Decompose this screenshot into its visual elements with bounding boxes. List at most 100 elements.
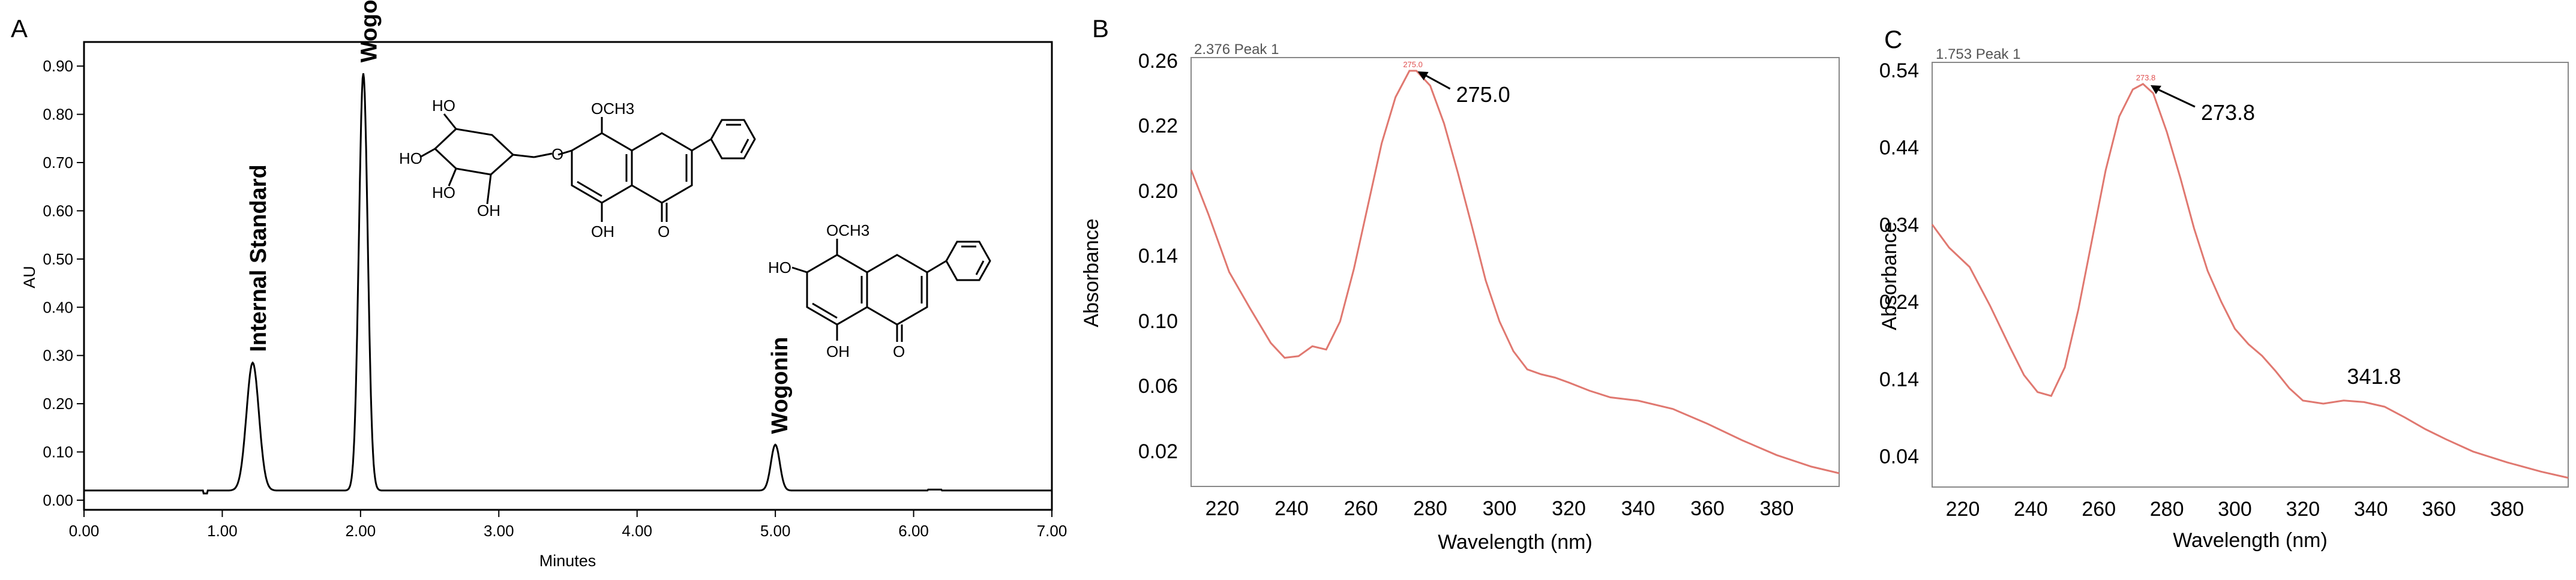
a-y-tick-label: 0.90 xyxy=(43,57,73,75)
panel-a-x-axis: 0.00 1.00 2.00 3.00 4.00 5.00 6.00 7.00 xyxy=(69,510,1067,540)
a-x-tick-label: 0.00 xyxy=(69,522,100,540)
a-y-tick-label: 0.00 xyxy=(43,491,73,509)
a-x-tick-label: 6.00 xyxy=(898,522,929,540)
b-x-tick-label: 320 xyxy=(1552,497,1586,520)
c-x-tick-label: 300 xyxy=(2218,498,2252,521)
b-x-tick-label: 340 xyxy=(1621,497,1656,520)
wogonin-structure xyxy=(791,239,991,342)
a-x-tick-label: 4.00 xyxy=(622,522,652,540)
c-x-tick-label: 260 xyxy=(2082,498,2116,521)
panel-b-x-label: Wavelength (nm) xyxy=(1438,531,1593,554)
panel-a-letter: A xyxy=(11,14,28,43)
panel-a-y-axis: 0.00 0.10 0.20 0.30 0.40 0.50 0.60 0.70 0.80 0.90 xyxy=(43,57,84,509)
panel-c-y-label: Absorbance xyxy=(1878,221,1901,330)
a-y-tick-label: 0.30 xyxy=(43,347,73,365)
b-y-tick-label: 0.14 xyxy=(1138,245,1178,268)
a-x-tick-label: 7.00 xyxy=(1037,522,1067,540)
panel-c-plot-frame xyxy=(1932,62,2569,488)
b-x-tick-label: 380 xyxy=(1760,497,1794,520)
peak-label-wogonin: Wogonin xyxy=(767,337,793,434)
panel-b: B 2.376 Peak 1 0.020.060.100.140.200.220… xyxy=(1080,14,1840,554)
b-x-tick-label: 220 xyxy=(1205,497,1240,520)
c-y-tick-label: 0.04 xyxy=(1879,446,1919,468)
a-y-tick-label: 0.10 xyxy=(43,443,73,461)
spectrum-b-peak-tag: 275.0 xyxy=(1403,60,1423,69)
panel-a-y-label: AU xyxy=(20,266,38,289)
wogonin-oh: OH xyxy=(826,342,850,360)
b-y-tick-label: 0.10 xyxy=(1138,310,1178,333)
wogonin-carbonyl-o: O xyxy=(893,342,905,360)
wogonoside-carbonyl-o: O xyxy=(658,223,670,241)
wogonoside-structure xyxy=(419,113,756,222)
c-y-tick-label: 0.54 xyxy=(1879,59,1919,82)
wogonoside-ho-1: HO xyxy=(432,97,455,115)
panel-b-letter: B xyxy=(1092,14,1109,43)
spectrum-c-trace xyxy=(1931,83,2569,479)
panel-a-plot-frame xyxy=(83,41,1053,511)
c-x-tick-label: 380 xyxy=(2490,498,2524,521)
wogonoside-ho-3: HO xyxy=(432,184,455,202)
a-y-tick-label: 0.50 xyxy=(43,250,73,268)
spectrum-b-arrowhead xyxy=(1417,71,1429,80)
panel-b-y-axis: 0.02 0.06 0.10 0.14 0.20 0.22 0.26 xyxy=(1138,50,1178,463)
panel-b-plot-frame xyxy=(1190,57,1840,487)
spectrum-c-annotation-shoulder: 341.8 xyxy=(2347,364,2401,389)
c-x-tick-label: 220 xyxy=(1946,498,1980,521)
peak-label-internal-standard: Internal Standard xyxy=(246,164,271,352)
b-y-tick-label: 0.20 xyxy=(1138,180,1178,203)
a-y-tick-label: 0.40 xyxy=(43,298,73,316)
a-x-tick-label: 1.00 xyxy=(207,522,238,540)
panel-c-x-axis: 220 240 260 280 300 320 340 360 380 xyxy=(1946,498,2524,521)
wogonoside-o-ether: O xyxy=(551,145,563,163)
b-y-tick-label: 0.02 xyxy=(1138,440,1178,463)
wogonoside-ho-2: HO xyxy=(399,149,422,167)
b-x-tick-label: 280 xyxy=(1413,497,1447,520)
spectrum-c-peak-tag: 273.8 xyxy=(2136,73,2156,82)
spectrum-b-annotation: 275.0 xyxy=(1456,82,1510,107)
wogonin-och3: OCH3 xyxy=(826,221,869,239)
a-y-tick-label: 0.80 xyxy=(43,106,73,124)
panel-c-letter: C xyxy=(1884,25,1902,53)
panel-b-y-label: Absorbance xyxy=(1080,218,1103,327)
panel-c-header: 1.753 Peak 1 xyxy=(1936,46,2020,62)
c-y-tick-label: 0.14 xyxy=(1879,368,1919,391)
a-y-tick-label: 0.20 xyxy=(43,395,73,413)
spectrum-c-arrow xyxy=(2156,88,2196,108)
panel-a-x-label: Minutes xyxy=(539,552,596,570)
b-x-tick-label: 260 xyxy=(1344,497,1378,520)
peak-label-wogonoside: Wogonoside xyxy=(356,0,382,62)
a-x-tick-label: 5.00 xyxy=(760,522,791,540)
wogonoside-och3: OCH3 xyxy=(591,100,634,118)
spectrum-c-arrowhead xyxy=(2150,85,2161,95)
chromatogram-trace xyxy=(84,73,1052,495)
panel-a: A 0.000.100.200.300.400.500.600.700.800.… xyxy=(11,0,1067,570)
a-y-tick-label: 0.70 xyxy=(43,154,73,172)
a-x-tick-label: 2.00 xyxy=(346,522,376,540)
wogonoside-oh-ring: OH xyxy=(591,223,614,241)
b-x-tick-label: 360 xyxy=(1690,497,1725,520)
a-y-tick-label: 0.60 xyxy=(43,202,73,220)
wogonoside-atom-labels: OCH3 HO HO HO O OH OH O xyxy=(399,97,670,241)
a-x-tick-label: 3.00 xyxy=(484,522,514,540)
c-x-tick-label: 360 xyxy=(2422,498,2456,521)
panel-b-header: 2.376 Peak 1 xyxy=(1194,41,1279,58)
c-x-tick-label: 320 xyxy=(2286,498,2320,521)
wogonin-ho: HO xyxy=(768,259,791,277)
b-x-tick-label: 240 xyxy=(1274,497,1309,520)
b-y-tick-label: 0.06 xyxy=(1138,375,1178,398)
c-x-tick-label: 280 xyxy=(2150,498,2184,521)
spectrum-b-arrow xyxy=(1423,73,1451,90)
panel-b-x-axis: 220 240 260 280 300 320 340 360 380 xyxy=(1205,497,1794,520)
b-x-tick-label: 300 xyxy=(1483,497,1517,520)
panel-c: C 1.753 Peak 1 0.040.140.240.340.440.54 … xyxy=(1878,25,2569,552)
panel-c-y-axis: 0.04 0.14 0.24 0.34 0.44 0.54 xyxy=(1879,59,1919,468)
wogonoside-oh-acid: OH xyxy=(477,202,500,220)
b-y-tick-label: 0.26 xyxy=(1138,50,1178,73)
panel-c-x-label: Wavelength (nm) xyxy=(2173,529,2328,552)
wogonin-atom-labels: OCH3 HO OH O xyxy=(768,221,905,360)
spectrum-b-trace xyxy=(1190,70,1840,474)
b-y-tick-label: 0.22 xyxy=(1138,115,1178,137)
spectrum-c-annotation-peak: 273.8 xyxy=(2201,100,2255,125)
c-y-tick-label: 0.44 xyxy=(1879,137,1919,160)
